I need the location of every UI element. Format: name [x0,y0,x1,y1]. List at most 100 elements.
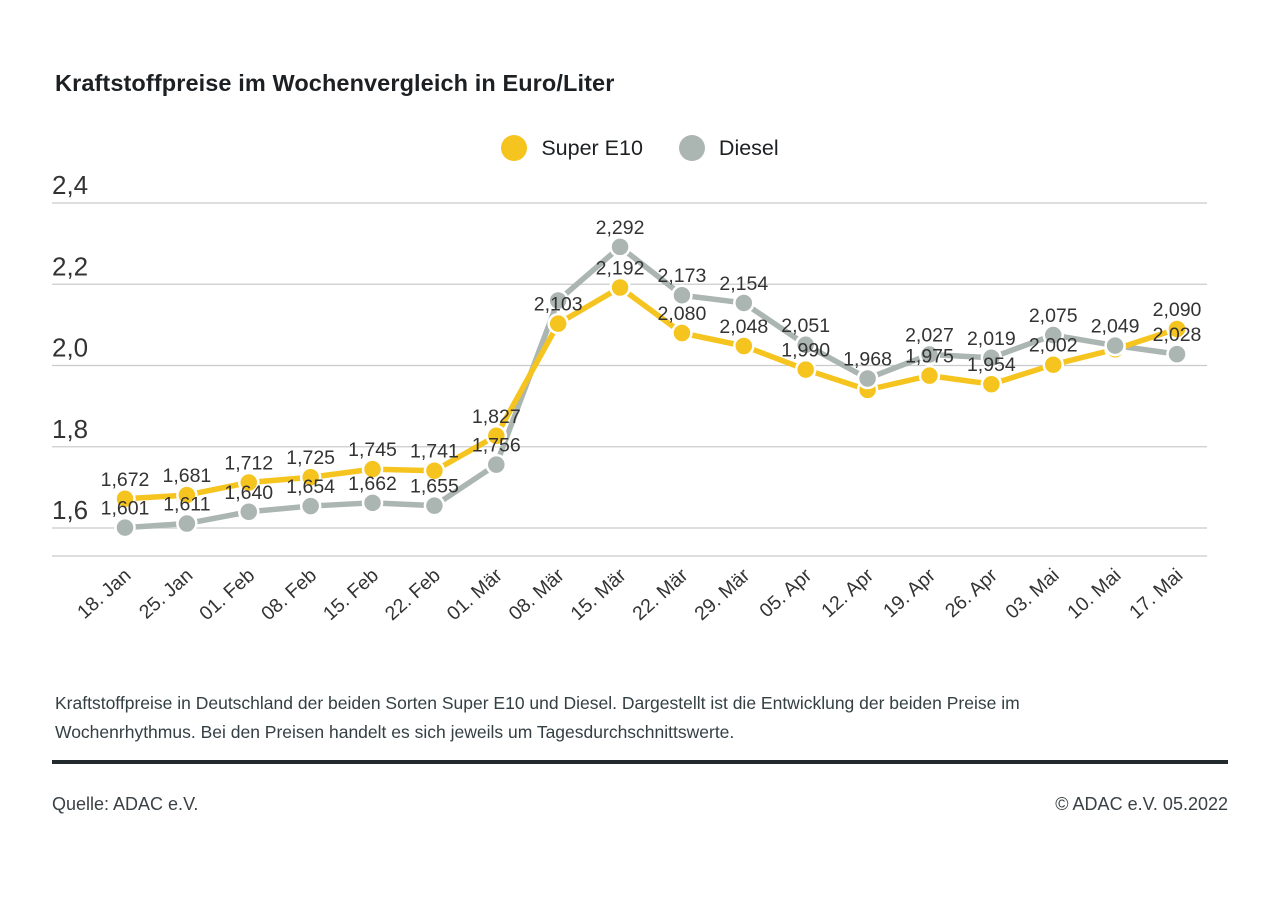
point-value-label-super-e10: 1,975 [905,346,954,368]
x-axis-tick-label: 05. Apr [755,564,816,622]
y-axis-tick-label: 2,2 [52,251,88,281]
x-axis-tick-label: 22. Feb [381,564,445,625]
x-axis-tick-label: 29. Mär [690,564,754,625]
point-value-label-diesel: 2,049 [1091,316,1140,338]
data-point-diesel [299,495,322,517]
point-value-label-diesel: 1,601 [101,498,150,520]
y-axis-tick-label: 2,0 [52,333,88,363]
x-axis-tick-label: 10. Mai [1063,564,1125,623]
x-axis-tick-label: 17. Mai [1125,564,1187,623]
chart-title: Kraftstoffpreise im Wochenvergleich in E… [55,70,615,96]
data-point-diesel [238,501,260,523]
y-axis-tick-label: 1,8 [52,414,88,444]
data-point-diesel [485,453,508,476]
data-point-super-e10 [114,488,136,510]
data-point-diesel [423,494,446,517]
point-value-label-super-e10: 1,681 [162,465,211,487]
data-point-diesel [856,367,879,390]
point-value-label-diesel: 1,611 [163,494,210,516]
data-point-super-e10 [980,373,1003,395]
point-value-label-super-e10: 2,002 [1029,335,1078,357]
data-point-super-e10 [794,358,817,381]
line-diesel [122,244,1180,531]
data-point-diesel [361,492,384,514]
data-point-diesel [980,347,1003,369]
footer: Quelle: ADAC e.V. © ADAC e.V. 05.2022 [52,794,1228,815]
chart-legend: Super E10 Diesel [0,135,1280,161]
point-value-label-super-e10: 1,990 [781,340,830,362]
legend-label-diesel: Diesel [718,135,779,160]
point-value-label-diesel: 2,027 [905,325,954,347]
chart-caption: Kraftstoffpreise in Deutschland der beid… [55,693,1020,742]
x-axis-tick-label: 15. Mär [567,564,631,625]
x-axis-tick-label: 01. Mär [443,564,507,625]
data-point-super-e10 [299,466,322,488]
point-value-label-diesel: 2,154 [719,273,768,295]
point-value-label-diesel: 2,292 [596,217,645,239]
point-value-label-diesel: 1,756 [472,435,521,457]
point-value-label-super-e10: 2,048 [719,316,768,338]
point-value-label-diesel: 1,640 [224,482,273,504]
point-value-label-super-e10: 1,672 [101,469,150,491]
data-point-diesel [794,334,817,356]
data-point-super-e10 [918,364,941,387]
y-axis-tick-label: 1,6 [52,495,88,525]
line-super-e10 [122,284,1180,502]
source-text: Quelle: ADAC e.V. [52,794,199,814]
data-point-super-e10 [485,425,508,447]
x-axis-tick-label: 26. Apr [941,564,1002,622]
data-point-super-e10 [238,471,260,494]
x-axis-tick-label: 01. Feb [195,564,259,625]
point-value-label-super-e10: 2,080 [658,303,707,325]
legend-item-super-e10: Super E10 [501,135,643,161]
data-point-super-e10 [1042,353,1064,376]
point-value-label-super-e10: 1,827 [472,406,521,428]
point-value-label-diesel: 1,654 [286,476,335,498]
x-axis-tick-label: 22. Mär [628,564,692,625]
point-value-label-super-e10: 2,090 [1153,299,1202,321]
data-point-super-e10 [609,276,631,299]
y-axis-tick-label: 2,4 [52,170,88,200]
x-axis-tick-label: 15. Feb [319,564,383,625]
x-axis-tick-label: 25. Jan [135,564,197,623]
data-point-diesel [733,292,755,314]
data-point-diesel [1166,343,1188,365]
data-point-diesel [1042,324,1064,346]
data-point-super-e10 [423,459,446,482]
legend-item-diesel: Diesel [678,135,779,161]
point-value-label-diesel: 1,662 [348,473,397,495]
data-point-diesel [918,343,941,366]
legend-label-super-e10: Super E10 [541,135,643,160]
x-axis-tick-label: 08. Feb [257,564,321,625]
x-axis-tick-label: 19. Apr [879,564,940,622]
point-value-label-super-e10: 1,725 [286,447,335,469]
point-value-label-super-e10: 1,954 [967,354,1016,376]
copyright-text: © ADAC e.V. 05.2022 [1055,794,1228,814]
point-value-label-diesel: 2,019 [967,328,1016,350]
point-value-label-diesel: 2,051 [781,315,830,337]
point-value-label-diesel: 1,968 [843,349,892,371]
divider-rule [52,760,1228,764]
data-point-super-e10 [176,484,198,506]
data-point-diesel [1104,334,1126,357]
legend-dot-super-e10-icon [501,135,528,161]
data-point-diesel [671,284,693,306]
point-value-label-diesel: 2,028 [1153,324,1202,346]
point-value-label-super-e10: 1,741 [410,441,459,463]
legend-dot-diesel-icon [678,135,705,161]
point-value-label-diesel: 2,075 [1029,305,1078,327]
x-axis-tick-label: 08. Mär [505,564,569,625]
data-point-diesel [609,236,631,258]
data-point-super-e10 [361,458,384,480]
data-point-super-e10 [547,312,569,335]
x-axis-tick-label: 18. Jan [73,564,135,623]
point-value-label-diesel: 2,173 [658,265,707,287]
data-point-super-e10 [733,335,755,357]
data-point-super-e10 [1166,318,1188,340]
data-point-diesel [114,516,136,539]
point-value-label-super-e10: 2,192 [596,258,645,280]
data-point-diesel [176,512,198,535]
x-axis-tick-label: 12. Apr [817,564,878,622]
point-value-label-super-e10: 1,712 [224,453,273,475]
